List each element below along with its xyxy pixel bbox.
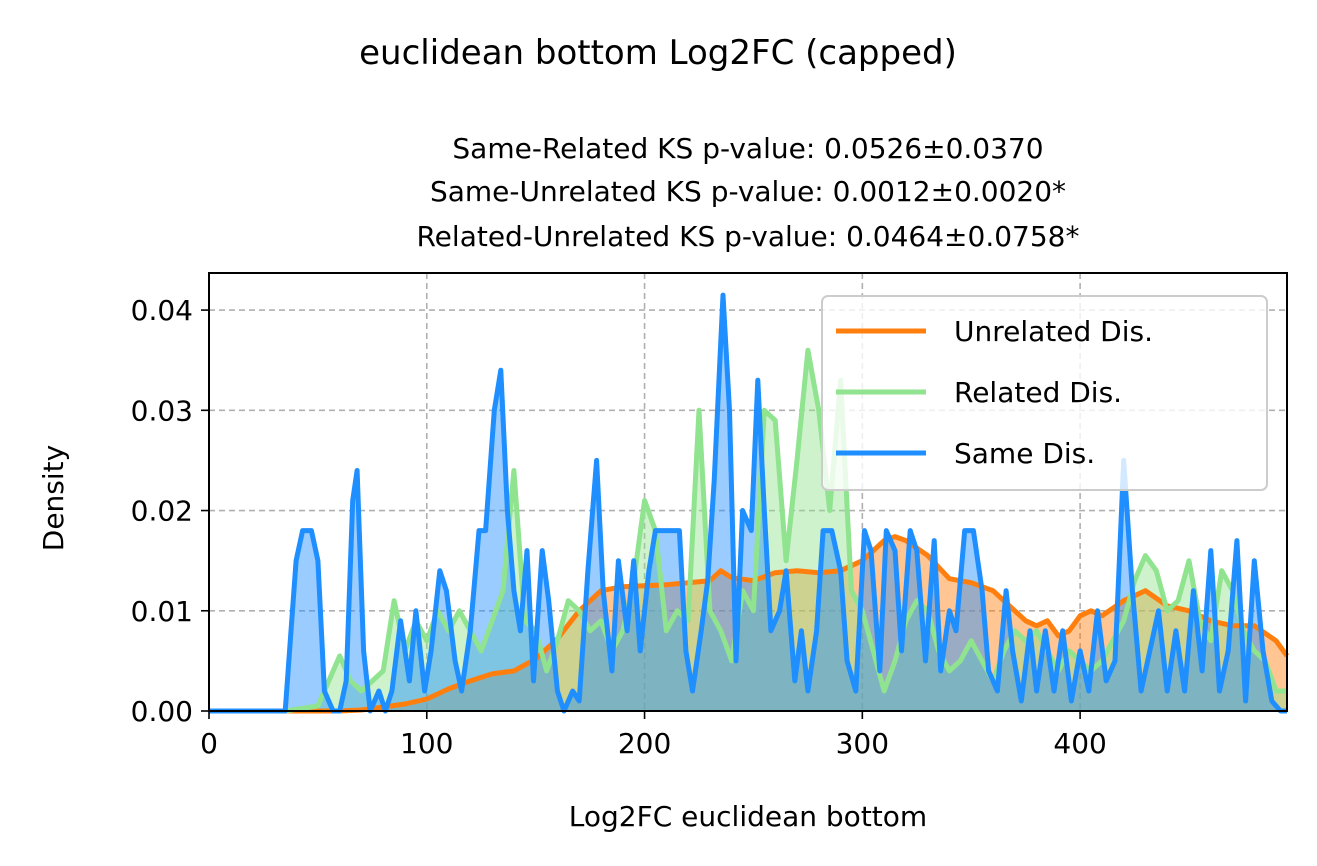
legend-box — [821, 295, 1268, 491]
series-lines — [209, 292, 1290, 714]
y-tick-label: 0.03 — [131, 394, 193, 427]
x-tick-label: 100 — [400, 727, 453, 760]
x-axis-ticks: 0 100 200 300 400 — [200, 711, 1107, 760]
y-tick-label: 0.00 — [131, 695, 193, 728]
x-tick-label: 0 — [200, 727, 218, 760]
y-tick-label: 0.04 — [131, 294, 193, 327]
line-same-dis — [209, 292, 1287, 714]
x-tick-label: 400 — [1053, 727, 1106, 760]
legend-label-unrelated-dis: Unrelated Dis. — [954, 315, 1153, 348]
legend-label-same-dis: Same Dis. — [954, 437, 1095, 470]
subtitle-line-1: Same-Related KS p-value: 0.0526±0.0370 — [452, 132, 1043, 165]
y-axis-ticks: 0.00 0.01 0.02 0.03 0.04 — [131, 294, 209, 728]
x-tick-label: 300 — [836, 727, 889, 760]
plot-frame — [208, 272, 1288, 712]
legend-label-related-dis: Related Dis. — [954, 376, 1122, 409]
figure-suptitle: euclidean bottom Log2FC (capped) — [359, 33, 957, 73]
x-tick-label: 200 — [618, 727, 671, 760]
y-tick-label: 0.01 — [131, 595, 193, 628]
subtitle-line-3: Related-Unrelated KS p-value: 0.0464±0.0… — [416, 220, 1079, 253]
y-axis-label: Density — [37, 445, 70, 551]
subtitle-line-2: Same-Unrelated KS p-value: 0.0012±0.0020… — [430, 175, 1066, 208]
area-same-dis — [209, 295, 1287, 711]
x-axis-label: Log2FC euclidean bottom — [569, 800, 927, 833]
legend: Unrelated Dis. Related Dis. Same Dis. — [821, 295, 1268, 491]
y-tick-label: 0.02 — [131, 495, 193, 528]
area-related-dis — [209, 350, 1287, 711]
